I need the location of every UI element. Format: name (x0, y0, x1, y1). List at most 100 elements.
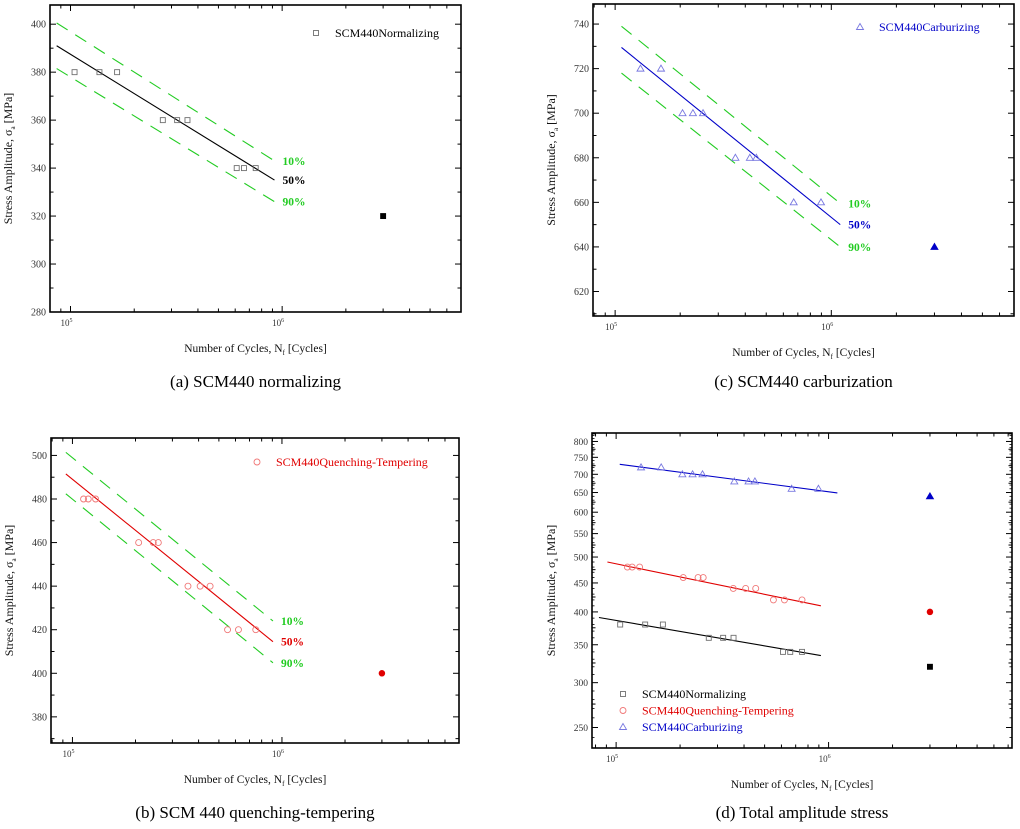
data-point (659, 621, 666, 628)
regression-line (56, 45, 275, 181)
x-axis-label-main: Number of Cycles, N (184, 343, 283, 355)
data-point (787, 484, 796, 492)
data-point (780, 648, 786, 655)
data-point (729, 585, 737, 592)
x-tick-base: 10 (605, 322, 615, 332)
data-point (752, 153, 761, 161)
legend-label: SCM440Carburizing (879, 20, 980, 34)
x-tick-label: 105 (606, 754, 618, 764)
x-axis-label: Number of Cycles, Nf [Cycles] (184, 343, 327, 357)
chart-caption: (d) Total amplitude stress (716, 803, 889, 822)
y-tick-label: 650 (574, 489, 589, 499)
data-point (750, 477, 760, 485)
y-axis-label-sub: a (552, 557, 560, 561)
x-axis-label-unit: [Cycles] (831, 779, 873, 791)
data-point (617, 621, 624, 628)
data-point (252, 165, 259, 172)
x-tick-base: 10 (62, 749, 72, 759)
data-point (705, 634, 712, 641)
data-point (636, 64, 645, 72)
plot-frame (591, 432, 1013, 749)
data-point (642, 621, 649, 628)
y-tick-label: 800 (574, 438, 589, 448)
runout-point (926, 608, 934, 616)
data-point (252, 626, 260, 634)
data-point (628, 563, 636, 571)
data-point (656, 462, 666, 471)
data-point (720, 634, 727, 641)
x-axis-label-sub: f (829, 785, 832, 793)
x-axis-label: Number of Cycles, Nf [Cycles] (732, 347, 875, 361)
x-axis-label-unit: [Cycles] (285, 343, 327, 355)
data-point (114, 69, 121, 76)
y-tick-label: 680 (574, 153, 589, 164)
x-tick-label: 105 (62, 749, 74, 759)
runout-point (378, 670, 386, 677)
y-axis-label: Stress Amplitude, σa [MPa] (1, 93, 17, 225)
x-tick-label: 105 (605, 322, 617, 332)
x-tick-base: 10 (272, 749, 282, 759)
scatter-band-line (621, 72, 841, 248)
y-tick-label: 500 (32, 451, 47, 462)
y-tick-label: 360 (31, 116, 46, 127)
chart-caption: (c) SCM440 carburization (714, 372, 893, 391)
data-point (656, 64, 666, 72)
runout-point (925, 491, 935, 500)
legend-marker (619, 707, 627, 714)
x-axis-label-main: Number of Cycles, N (731, 779, 830, 791)
y-tick-label: 660 (574, 198, 589, 209)
y-axis-label-unit: [MPa] (2, 525, 16, 559)
data-point (698, 469, 707, 478)
y-tick-label: 320 (31, 212, 46, 223)
data-point (679, 574, 687, 581)
x-axis-label-main: Number of Cycles, N (184, 774, 283, 786)
x-axis-label-sub: f (283, 349, 286, 357)
data-point (744, 477, 753, 485)
data-point (636, 563, 644, 571)
y-tick-label: 450 (574, 579, 589, 589)
x-tick-exp: 6 (830, 322, 833, 328)
y-tick-label: 300 (31, 260, 46, 271)
legend-marker (620, 691, 626, 697)
legend-label: SCM440Carburizing (642, 720, 743, 734)
data-point (799, 648, 805, 655)
data-point (174, 117, 181, 124)
legend-marker (313, 30, 319, 36)
y-tick-label: 400 (574, 608, 589, 618)
data-point (787, 648, 794, 655)
legend-label: SCM440Quenching-Tempering (642, 704, 794, 718)
y-axis-label-unit: [MPa] (544, 94, 558, 128)
y-tick-label: 340 (31, 164, 46, 175)
y-tick-label: 280 (31, 308, 46, 319)
y-axis-label-sub: a (10, 557, 18, 561)
x-tick-exp: 5 (71, 749, 74, 755)
x-axis-label-sub: f (831, 353, 834, 361)
regression-line (621, 47, 841, 226)
y-tick-label: 420 (32, 625, 47, 636)
x-tick-exp: 5 (614, 322, 617, 328)
data-point (678, 108, 687, 117)
data-point (636, 462, 646, 471)
data-point (623, 563, 631, 571)
band-label: 90% (848, 242, 871, 254)
y-axis-label-sub: a (9, 125, 17, 129)
y-tick-label: 740 (574, 20, 589, 31)
plot-frame (49, 4, 462, 313)
data-point (816, 197, 826, 206)
data-point (196, 582, 204, 590)
data-point (184, 117, 191, 124)
data-point (688, 108, 698, 117)
x-tick-label: 106 (272, 318, 284, 328)
y-tick-label: 380 (32, 712, 47, 723)
data-point (80, 495, 88, 503)
band-label: 50% (281, 637, 304, 649)
y-tick-label: 440 (32, 582, 47, 593)
band-label: 10% (848, 198, 871, 210)
band-label: 10% (281, 616, 304, 628)
y-tick-label: 750 (574, 454, 589, 464)
data-point (730, 477, 739, 485)
x-axis-label: Number of Cycles, Nf [Cycles] (731, 779, 874, 793)
y-tick-label: 600 (574, 509, 589, 519)
data-point (731, 153, 740, 161)
